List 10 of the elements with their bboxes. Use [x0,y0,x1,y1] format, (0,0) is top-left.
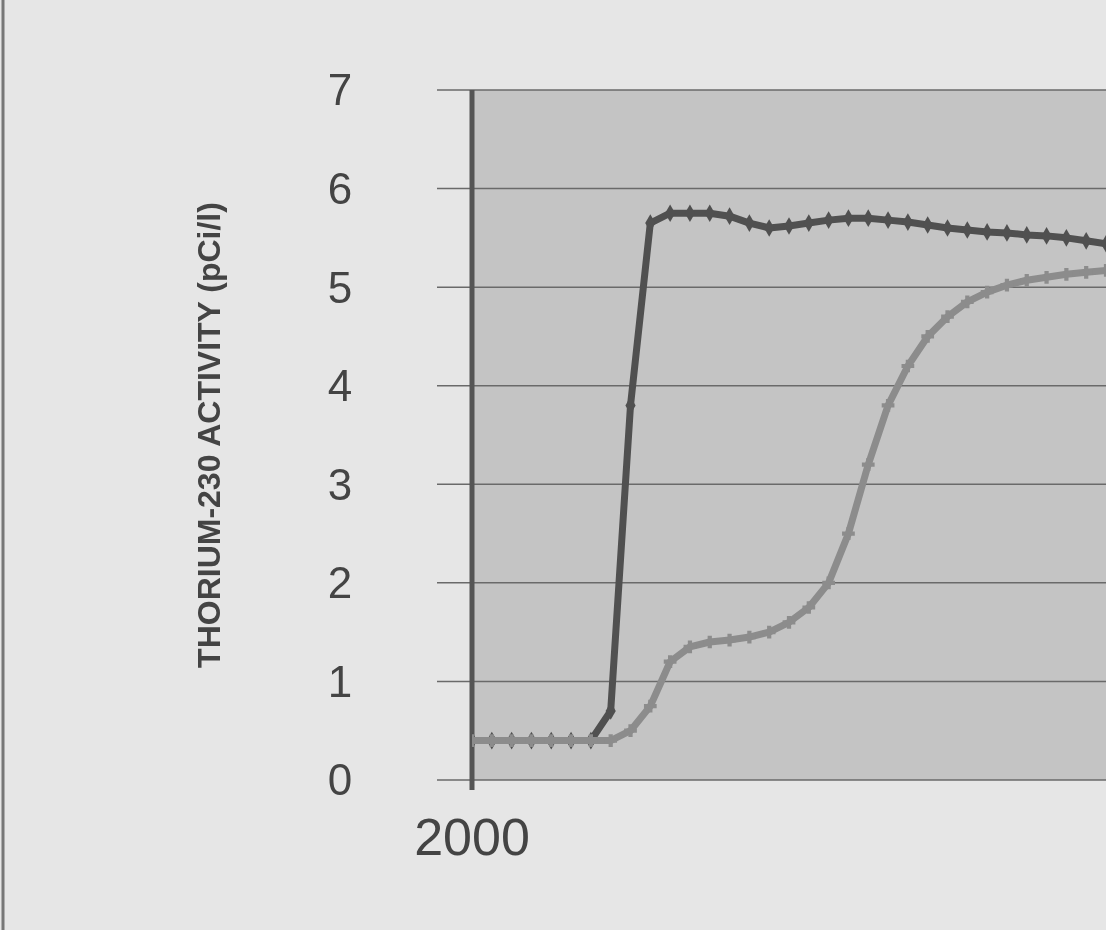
y-tick-label: 1 [327,656,353,706]
y-tick-label: 2 [327,558,353,608]
y-tick-label: 6 [327,163,353,213]
y-tick-label: 5 [327,262,353,312]
y-tick-label: 0 [327,755,353,805]
y-tick-label: 7 [327,65,353,115]
y-tick-label: 3 [327,459,353,509]
y-tick-label: 4 [327,361,353,411]
x-tick-label: 2000 [414,808,530,866]
y-axis-title: THORIUM-230 ACTIVITY (pCi/l) [191,202,227,668]
